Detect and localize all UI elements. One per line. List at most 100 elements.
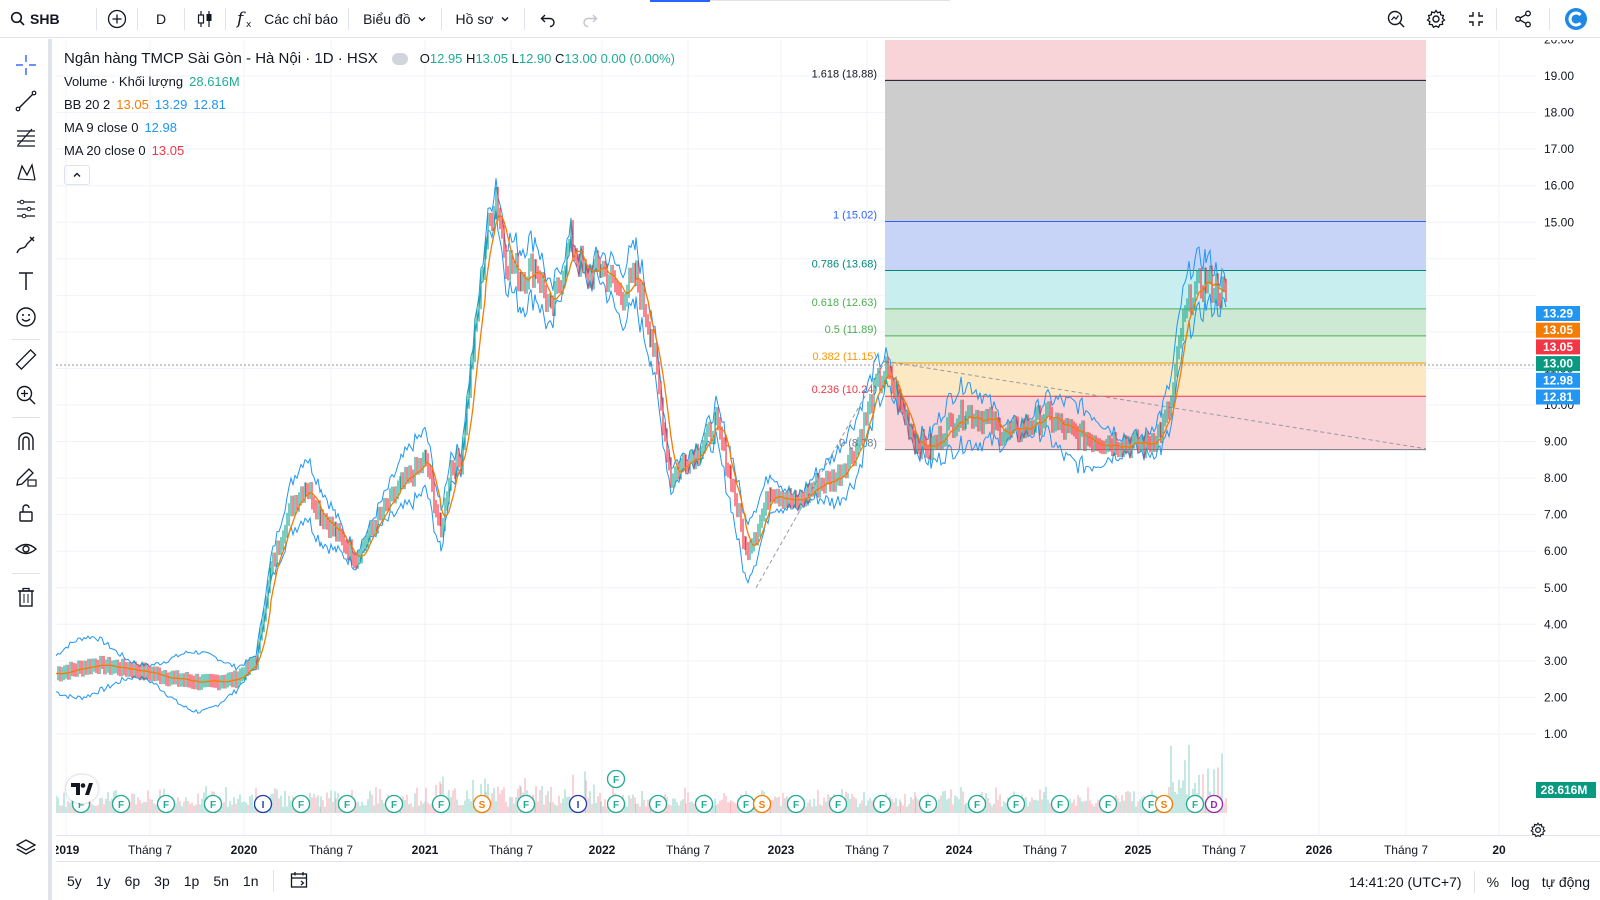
fib-tool[interactable] bbox=[10, 121, 42, 153]
go-to-date-button[interactable] bbox=[282, 870, 316, 893]
range-1y[interactable]: 1y bbox=[95, 873, 111, 889]
legend-ma20-row[interactable]: MA 20 close 0 13.05 bbox=[64, 139, 675, 162]
event-marker[interactable]: F bbox=[1141, 794, 1161, 814]
volume-bar bbox=[597, 796, 599, 813]
event-marker[interactable]: F bbox=[736, 794, 756, 814]
volume-bar bbox=[105, 798, 107, 813]
symbol-search-button[interactable]: SHB bbox=[0, 0, 96, 38]
percent-scale-toggle[interactable]: % bbox=[1486, 873, 1500, 890]
chart-menu-button[interactable]: Biểu đồ bbox=[349, 0, 440, 38]
fib-retracement-drawing[interactable]: 1.618 (18.88) 1 (15.02) 0.786 (13.68) 0.618… bbox=[755, 40, 1427, 588]
price-axis[interactable]: 21.0020.0019.0018.0017.0016.0015.0011.00… bbox=[1536, 40, 1600, 835]
brush-tool[interactable] bbox=[10, 229, 42, 261]
clock-display[interactable]: 14:41:20 (UTC+7) bbox=[1349, 873, 1462, 890]
measure-tool[interactable] bbox=[10, 343, 42, 375]
projection-tool[interactable] bbox=[10, 193, 42, 225]
event-marker[interactable]: D bbox=[1204, 794, 1224, 814]
event-marker[interactable]: F bbox=[203, 794, 223, 814]
axis-settings-button[interactable] bbox=[1526, 820, 1550, 840]
event-marker[interactable]: S bbox=[472, 794, 492, 814]
range-5d[interactable]: 5n bbox=[213, 873, 229, 889]
range-1m[interactable]: 1p bbox=[183, 873, 200, 889]
event-marker[interactable]: F bbox=[111, 794, 131, 814]
event-marker[interactable]: F bbox=[606, 769, 626, 789]
crosshair-tool[interactable] bbox=[10, 49, 42, 81]
emoji-tool[interactable] bbox=[10, 301, 42, 333]
time-tick-label: 2019 bbox=[56, 843, 80, 857]
volume-bar bbox=[195, 804, 197, 813]
volume-bar bbox=[727, 802, 729, 813]
event-marker[interactable]: F bbox=[291, 794, 311, 814]
compare-button[interactable] bbox=[97, 0, 137, 38]
volume-bar bbox=[187, 801, 189, 813]
event-marker[interactable]: S bbox=[752, 794, 772, 814]
tradingview-logo[interactable] bbox=[66, 775, 98, 803]
text-tool[interactable] bbox=[10, 265, 42, 297]
event-marker[interactable]: F bbox=[694, 794, 714, 814]
object-tree-tool[interactable] bbox=[10, 833, 42, 865]
profile-menu-button[interactable]: Hồ sơ bbox=[442, 0, 524, 38]
remove-drawings-tool[interactable] bbox=[10, 581, 42, 613]
lock-drawings-tool[interactable] bbox=[10, 497, 42, 529]
redo-button[interactable] bbox=[571, 0, 609, 38]
price-chart[interactable]: 1.618 (18.88) 1 (15.02) 0.786 (13.68) 0.618… bbox=[56, 40, 1536, 835]
market-status-indicator[interactable] bbox=[391, 52, 408, 65]
pattern-tool[interactable] bbox=[10, 157, 42, 189]
fullscreen-button[interactable] bbox=[1456, 0, 1496, 38]
range-5y[interactable]: 5y bbox=[67, 873, 82, 889]
legend-bb-row[interactable]: BB 20 2 13.05 13.29 12.81 bbox=[64, 93, 675, 116]
event-marker[interactable]: F bbox=[1050, 794, 1070, 814]
event-marker[interactable]: F bbox=[337, 794, 357, 814]
event-marker[interactable]: F bbox=[431, 794, 451, 814]
event-marker[interactable]: F bbox=[1098, 794, 1118, 814]
magnet-tool[interactable] bbox=[10, 425, 42, 457]
range-3m[interactable]: 3p bbox=[154, 873, 170, 889]
volume-bar bbox=[962, 791, 964, 813]
volume-bar bbox=[249, 796, 251, 813]
fib-trend-line[interactable] bbox=[884, 360, 1427, 450]
volume-bar bbox=[914, 792, 916, 813]
event-marker[interactable]: F bbox=[156, 794, 176, 814]
event-marker[interactable]: I bbox=[253, 794, 273, 814]
event-marker[interactable]: F bbox=[384, 794, 404, 814]
legend-ma9-row[interactable]: MA 9 close 0 12.98 bbox=[64, 116, 675, 139]
trend-line-tool[interactable] bbox=[10, 85, 42, 117]
hide-drawings-tool[interactable] bbox=[10, 533, 42, 565]
event-marker[interactable]: F bbox=[828, 794, 848, 814]
stay-drawing-tool[interactable] bbox=[10, 461, 42, 493]
share-button[interactable] bbox=[1497, 0, 1549, 38]
event-marker[interactable]: F bbox=[516, 794, 536, 814]
event-marker[interactable]: F bbox=[786, 794, 806, 814]
interval-button[interactable]: D bbox=[138, 0, 184, 38]
event-marker[interactable]: F bbox=[967, 794, 987, 814]
legend-collapse-button[interactable] bbox=[64, 165, 90, 185]
event-marker[interactable]: I bbox=[568, 794, 588, 814]
event-marker[interactable]: F bbox=[918, 794, 938, 814]
quick-search-button[interactable] bbox=[1376, 0, 1416, 38]
chart-type-button[interactable] bbox=[185, 0, 225, 38]
range-1d[interactable]: 1n bbox=[242, 873, 259, 889]
bb-basis-value: 13.05 bbox=[116, 97, 149, 112]
event-marker[interactable]: F bbox=[606, 794, 626, 814]
settings-button[interactable] bbox=[1416, 0, 1456, 38]
event-markers[interactable]: F F F F I F F F F S F I F F F F S F F F F F F F F F S F DF bbox=[71, 769, 1224, 814]
legend-volume-row[interactable]: Volume · Khối lượng 28.616M bbox=[64, 70, 675, 93]
volume-bar bbox=[900, 802, 902, 813]
event-marker[interactable]: F bbox=[872, 794, 892, 814]
event-marker[interactable]: F bbox=[1006, 794, 1026, 814]
event-marker[interactable]: F bbox=[648, 794, 668, 814]
log-scale-toggle[interactable]: log bbox=[1511, 873, 1530, 890]
zoom-tool[interactable] bbox=[10, 379, 42, 411]
time-axis[interactable]: 2019 Tháng 7 2020 Tháng 7 2021 Tháng 7 2022 Thá… bbox=[53, 835, 1600, 861]
volume-bar bbox=[225, 787, 227, 813]
symbol-title[interactable]: Ngân hàng TMCP Sài Gòn - Hà Nội · 1D · H… bbox=[64, 50, 378, 67]
event-marker[interactable]: S bbox=[1154, 794, 1174, 814]
auto-scale-toggle[interactable]: tự động bbox=[1541, 873, 1590, 890]
undo-button[interactable] bbox=[525, 0, 571, 38]
range-6m[interactable]: 6p bbox=[124, 873, 141, 889]
brand-logo[interactable] bbox=[1550, 0, 1600, 38]
volume-bar bbox=[269, 806, 271, 813]
time-tick-label: 2021 bbox=[412, 843, 439, 857]
event-marker[interactable]: F bbox=[1185, 794, 1205, 814]
